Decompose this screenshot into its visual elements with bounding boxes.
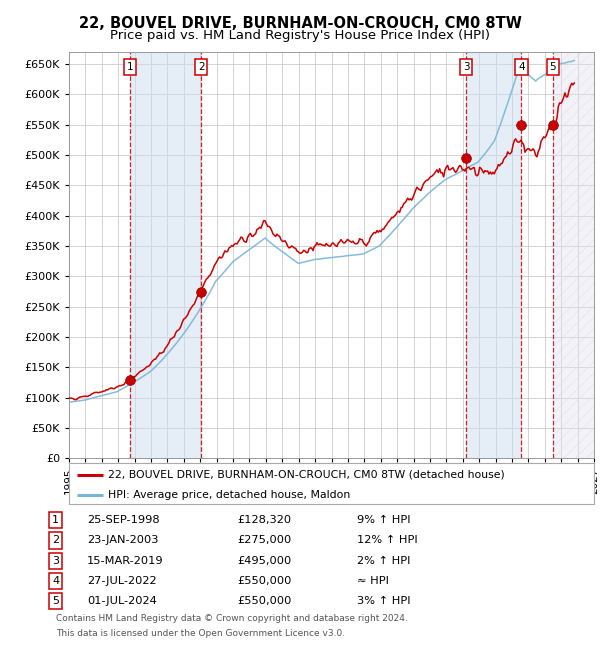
Text: Price paid vs. HM Land Registry's House Price Index (HPI): Price paid vs. HM Land Registry's House … — [110, 29, 490, 42]
Text: 23-JAN-2003: 23-JAN-2003 — [87, 536, 158, 545]
Text: 2: 2 — [52, 536, 59, 545]
Bar — [466, 52, 521, 458]
Text: Contains HM Land Registry data © Crown copyright and database right 2024.: Contains HM Land Registry data © Crown c… — [56, 614, 407, 623]
Text: 3: 3 — [463, 62, 470, 72]
Text: £550,000: £550,000 — [237, 596, 292, 606]
Text: 1: 1 — [127, 62, 134, 72]
Text: £275,000: £275,000 — [237, 536, 291, 545]
Text: This data is licensed under the Open Government Licence v3.0.: This data is licensed under the Open Gov… — [56, 629, 345, 638]
Text: 1: 1 — [52, 515, 59, 525]
Text: 27-JUL-2022: 27-JUL-2022 — [87, 576, 157, 586]
Text: 2% ↑ HPI: 2% ↑ HPI — [357, 556, 410, 566]
Text: 5: 5 — [52, 596, 59, 606]
Bar — [553, 52, 594, 458]
Text: 01-JUL-2024: 01-JUL-2024 — [87, 596, 157, 606]
Text: £550,000: £550,000 — [237, 576, 292, 586]
Text: 2: 2 — [198, 62, 205, 72]
Text: 4: 4 — [52, 576, 59, 586]
Text: ≈ HPI: ≈ HPI — [357, 576, 389, 586]
Text: 22, BOUVEL DRIVE, BURNHAM-ON-CROUCH, CM0 8TW: 22, BOUVEL DRIVE, BURNHAM-ON-CROUCH, CM0… — [79, 16, 521, 31]
Bar — [130, 52, 201, 458]
Text: 9% ↑ HPI: 9% ↑ HPI — [357, 515, 410, 525]
Text: HPI: Average price, detached house, Maldon: HPI: Average price, detached house, Mald… — [109, 490, 350, 500]
Text: £495,000: £495,000 — [237, 556, 291, 566]
Text: 15-MAR-2019: 15-MAR-2019 — [87, 556, 164, 566]
Text: 12% ↑ HPI: 12% ↑ HPI — [357, 536, 418, 545]
Text: 25-SEP-1998: 25-SEP-1998 — [87, 515, 160, 525]
Text: 4: 4 — [518, 62, 524, 72]
Text: £128,320: £128,320 — [237, 515, 291, 525]
Text: 3: 3 — [52, 556, 59, 566]
Text: 3% ↑ HPI: 3% ↑ HPI — [357, 596, 410, 606]
Text: 22, BOUVEL DRIVE, BURNHAM-ON-CROUCH, CM0 8TW (detached house): 22, BOUVEL DRIVE, BURNHAM-ON-CROUCH, CM0… — [109, 470, 505, 480]
Text: 5: 5 — [550, 62, 556, 72]
